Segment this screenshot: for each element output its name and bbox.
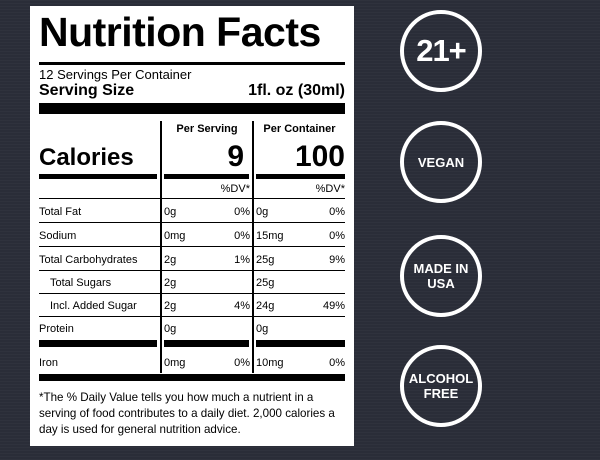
row-rule	[39, 222, 345, 223]
calories-per-container: 100	[294, 140, 345, 173]
container-dv: 9%	[329, 254, 345, 266]
serving-dv: 0%	[234, 230, 250, 242]
serving-amount: 2g	[164, 300, 177, 312]
dv-header-container: %DV*	[315, 183, 345, 195]
calories-label: Calories	[39, 144, 134, 171]
vegan-text: VEGAN	[417, 154, 465, 170]
column-divider-left	[160, 121, 162, 373]
protein-thick-rule-serving	[164, 340, 249, 347]
serving-amount: 0mg	[164, 357, 186, 369]
calories-thick-rule-serving	[164, 174, 249, 179]
per-container-header: Per Container	[263, 123, 336, 135]
serving-dv: 4%	[234, 300, 250, 312]
serving-amount: 0mg	[164, 230, 186, 242]
age-21-plus-badge: 21+	[400, 10, 482, 92]
alcohol-free-badge: ALCOHOL FREE	[400, 345, 482, 427]
alcohol-free-text: ALCOHOL FREE	[408, 371, 474, 401]
container-amount: 25g	[256, 277, 275, 289]
row-rule	[39, 316, 345, 317]
row-rule	[39, 246, 345, 247]
dv-header-rule	[39, 198, 345, 199]
container-amount: 0g	[256, 206, 269, 218]
serving-amount: 2g	[164, 254, 177, 266]
protein-thick-rule-container	[256, 340, 345, 347]
servings-per-container: 12 Servings Per Container	[39, 67, 192, 82]
container-amount: 25g	[256, 254, 275, 266]
footnote-thick-rule	[39, 374, 345, 381]
calories-thick-rule-left	[39, 174, 157, 179]
serving-dv: 0%	[234, 206, 250, 218]
made-in-usa-badge: MADE IN USA	[400, 235, 482, 317]
protein-thick-rule-left	[39, 340, 157, 347]
serving-amount: 2g	[164, 277, 177, 289]
container-dv: 49%	[322, 300, 345, 312]
container-amount: 15mg	[256, 230, 284, 242]
nutrition-facts-label: Nutrition Facts 12 Servings Per Containe…	[30, 6, 354, 446]
container-amount: 24g	[256, 300, 275, 312]
title-rule	[39, 62, 345, 65]
serving-size-thick-rule	[39, 103, 345, 114]
row-rule	[39, 270, 345, 271]
nutrient-name: Iron	[39, 357, 58, 369]
column-divider-right	[252, 121, 254, 373]
calories-per-serving: 9	[227, 140, 244, 173]
nutrient-name: Incl. Added Sugar	[50, 300, 137, 312]
serving-size-value: 1fl. oz (30ml)	[248, 82, 345, 99]
made-in-usa-text: MADE IN USA	[413, 261, 469, 291]
container-dv: 0%	[329, 357, 345, 369]
daily-value-footnote: *The % Daily Value tells you how much a …	[39, 391, 335, 436]
serving-dv: 0%	[234, 357, 250, 369]
container-dv: 0%	[329, 230, 345, 242]
container-amount: 0g	[256, 323, 269, 335]
nutrient-name: Sodium	[39, 230, 77, 242]
dv-header-serving: %DV*	[220, 183, 250, 195]
row-rule	[39, 293, 345, 294]
age-21-plus-text: 21+	[416, 33, 467, 68]
serving-dv: 1%	[234, 254, 250, 266]
per-serving-header: Per Serving	[176, 123, 238, 135]
serving-size-label: Serving Size	[39, 82, 135, 99]
serving-amount: 0g	[164, 206, 177, 218]
serving-amount: 0g	[164, 323, 177, 335]
container-amount: 10mg	[256, 357, 284, 369]
nutrition-facts-title: Nutrition Facts	[39, 9, 321, 55]
vegan-badge: VEGAN	[400, 121, 482, 203]
container-dv: 0%	[329, 206, 345, 218]
nutrient-name: Protein	[39, 323, 74, 335]
nutrient-name: Total Sugars	[50, 277, 112, 289]
nutrient-name: Total Carbohydrates	[39, 254, 138, 266]
calories-thick-rule-container	[256, 174, 345, 179]
nutrient-name: Total Fat	[39, 206, 82, 218]
